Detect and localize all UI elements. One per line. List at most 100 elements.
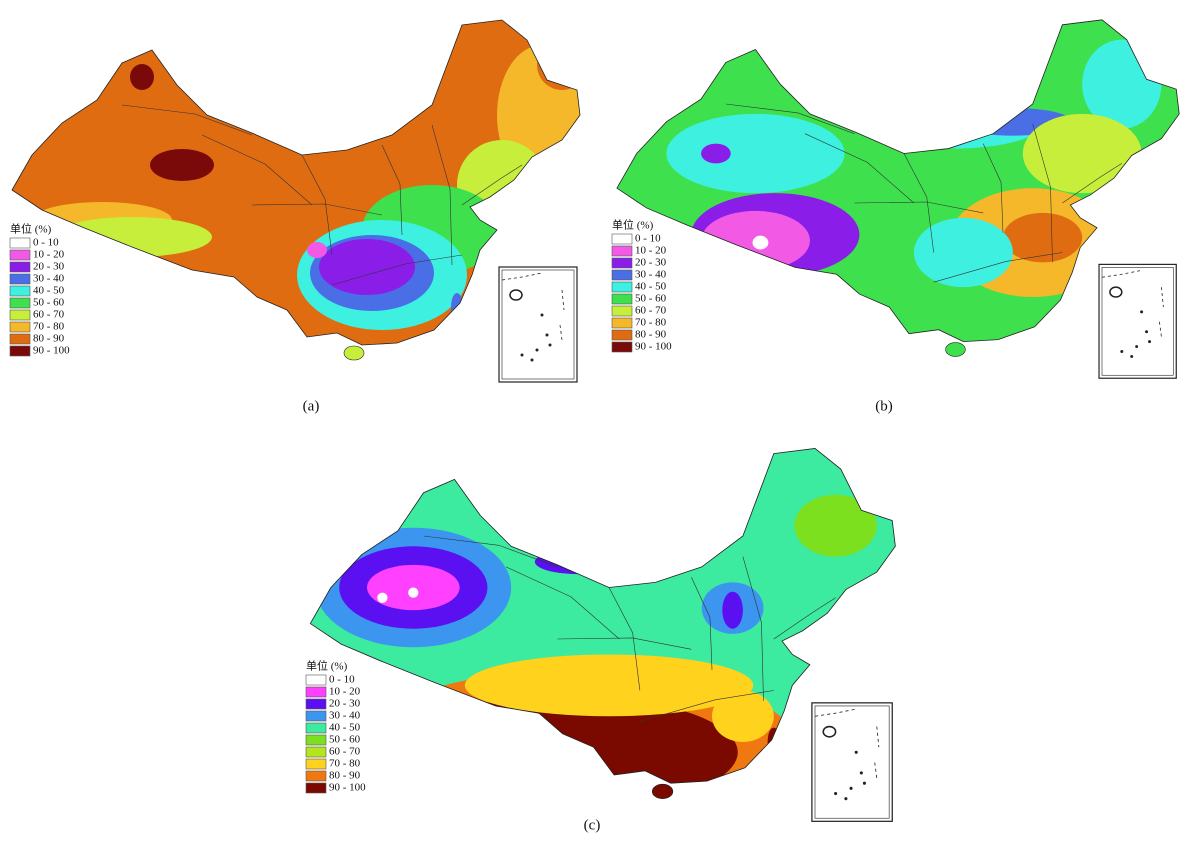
figure: 单位 (%)0 - 1010 - 2020 - 3030 - 4040 - 50… <box>0 0 1189 844</box>
inset-dot <box>546 334 549 337</box>
legend-label: 80 - 90 <box>329 770 361 782</box>
inset-dot <box>1120 350 1123 353</box>
legend-swatch <box>306 783 326 793</box>
legend-swatch <box>612 294 632 304</box>
legend-swatch <box>612 282 632 292</box>
region <box>753 236 769 250</box>
legend-label: 40 - 50 <box>635 281 667 293</box>
legend-swatch <box>10 298 30 308</box>
map-panel <box>12 20 587 382</box>
legend-label: 90 - 100 <box>33 345 70 357</box>
legend-label: 70 - 80 <box>329 758 361 770</box>
legend-label: 30 - 40 <box>329 710 361 722</box>
inset-dot <box>855 751 858 754</box>
legend-swatch <box>306 735 326 745</box>
legend-swatch <box>306 771 326 781</box>
legend-label: 90 - 100 <box>329 782 366 794</box>
hainan <box>344 346 364 360</box>
legend-label: 10 - 20 <box>635 245 667 257</box>
inset-dot <box>536 349 539 352</box>
legend-swatch <box>10 286 30 296</box>
region <box>914 218 1013 287</box>
region <box>537 40 587 90</box>
legend-swatch <box>612 234 632 244</box>
legend-swatch <box>306 711 326 721</box>
legend-label: 30 - 40 <box>635 269 667 281</box>
region <box>465 654 753 716</box>
legend-label: 90 - 100 <box>635 341 672 353</box>
inset-dot <box>860 771 863 774</box>
inset-dot <box>850 787 853 790</box>
region <box>712 691 774 743</box>
inset-dot <box>549 344 552 347</box>
legend-swatch <box>306 675 326 685</box>
region <box>794 495 876 557</box>
region <box>52 217 212 257</box>
legend-label: 40 - 50 <box>33 285 65 297</box>
legend-label: 10 - 20 <box>329 686 361 698</box>
inset-dot <box>1145 330 1148 333</box>
region <box>130 64 154 90</box>
inset-dot <box>844 797 847 800</box>
legend-swatch <box>10 346 30 356</box>
map-regions <box>300 448 895 814</box>
legend-label: 50 - 60 <box>33 297 65 309</box>
inset-dot <box>834 792 837 795</box>
legend-swatch <box>306 723 326 733</box>
legend-label: 80 - 90 <box>33 333 65 345</box>
legend-swatch <box>306 699 326 709</box>
legend-swatch <box>10 238 30 248</box>
legend-label: 40 - 50 <box>329 722 361 734</box>
region <box>1003 213 1082 262</box>
region <box>150 149 214 181</box>
legend-label: 0 - 10 <box>329 674 355 686</box>
panel-label: (c) <box>584 817 601 833</box>
map-panel <box>300 448 895 821</box>
inset-dot <box>531 359 534 362</box>
legend-label: 30 - 40 <box>33 273 65 285</box>
legend-label: 20 - 30 <box>329 698 361 710</box>
legend-swatch <box>306 687 326 697</box>
legend-swatch <box>10 322 30 332</box>
panel-label: (b) <box>875 398 893 414</box>
legend-label: 70 - 80 <box>635 317 667 329</box>
inset-dot <box>863 782 866 785</box>
region <box>701 144 731 164</box>
region <box>319 239 415 295</box>
legend-label: 50 - 60 <box>635 293 667 305</box>
hainan <box>946 343 966 357</box>
region <box>666 114 844 193</box>
inset-dot <box>1130 355 1133 358</box>
inset-dot <box>1140 310 1143 313</box>
region <box>535 549 622 574</box>
legend-label: 70 - 80 <box>33 321 65 333</box>
inset-dot <box>1135 345 1138 348</box>
region <box>1023 114 1142 193</box>
inset-dot <box>521 354 524 357</box>
legend-label: 20 - 30 <box>635 257 667 269</box>
legend-swatch <box>612 318 632 328</box>
legend-swatch <box>612 270 632 280</box>
legend-label: 10 - 20 <box>33 249 65 261</box>
legend-title: 单位 (%) <box>306 659 348 673</box>
region <box>300 464 403 526</box>
legend-label: 20 - 30 <box>33 261 65 273</box>
legend-swatch <box>10 274 30 284</box>
region <box>722 592 743 629</box>
legend-label: 60 - 70 <box>33 309 65 321</box>
legend-label: 0 - 10 <box>33 237 59 249</box>
inset-frame <box>1099 264 1176 378</box>
inset-dot <box>541 314 544 317</box>
legend-swatch <box>612 306 632 316</box>
legend-swatch <box>306 759 326 769</box>
legend-swatch <box>612 246 632 256</box>
panel-label: (a) <box>303 398 320 414</box>
legend-label: 60 - 70 <box>329 746 361 758</box>
map-panel <box>617 20 1179 378</box>
hainan <box>652 784 673 798</box>
inset-frame <box>812 703 892 821</box>
legend-swatch <box>612 342 632 352</box>
legend-label: 60 - 70 <box>635 305 667 317</box>
legend-label: 0 - 10 <box>635 233 661 245</box>
legend-label: 80 - 90 <box>635 329 667 341</box>
